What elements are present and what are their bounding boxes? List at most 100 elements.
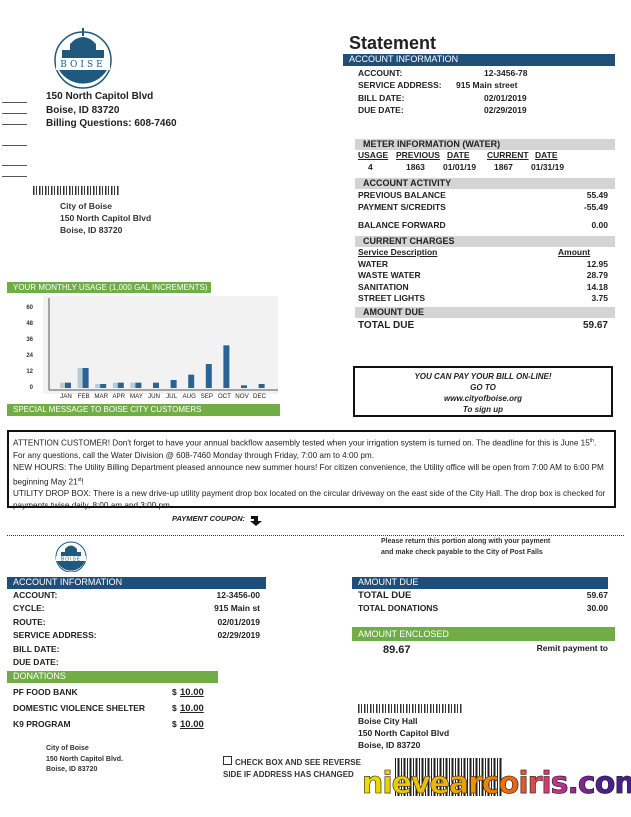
usage-bar	[153, 382, 159, 388]
donation-amount-field[interactable]: 10.00	[180, 718, 204, 730]
account-value: 915 Main street	[456, 80, 518, 91]
account-value: 02/29/2019	[484, 104, 527, 115]
payment-coupon-label: PAYMENT COUPON:	[172, 514, 246, 523]
coupon-amount-due-header: AMOUNT DUE	[352, 577, 608, 589]
activity-header: ACCOUNT ACTIVITY	[355, 178, 615, 189]
coupon-account-label: BILL DATE:	[13, 643, 60, 654]
activity-value: -55.49	[583, 202, 608, 212]
coupon-account-label: CYCLE:	[13, 603, 45, 614]
remit-address: Boise City Hall 150 North Capitol Blvd Boi…	[358, 716, 450, 750]
coupon-account-value: 02/01/2019	[217, 616, 260, 627]
usage-bar	[223, 345, 230, 388]
mailing-line: 150 North Capitol Blvd	[60, 213, 152, 223]
coupon-account-value: 915 Main st	[214, 603, 260, 614]
y-tick-label: 0	[30, 385, 34, 391]
y-tick-label: 12	[26, 369, 33, 375]
special-message-header: SPECIAL MESSAGE TO BOISE CITY CUSTOMERS	[7, 404, 280, 416]
total-due-label: TOTAL DUE	[358, 320, 415, 331]
pay-online-box: YOU CAN PAY YOUR BILL ON-LINE! GO TO www…	[353, 366, 613, 417]
charge-label: WATER	[358, 259, 389, 269]
donation-currency: $	[172, 718, 177, 729]
donation-currency: $	[172, 702, 177, 713]
usage-bar	[188, 374, 195, 388]
message-hours: NEW HOURS: The Utility Billing Departmen…	[13, 462, 604, 487]
coupon-account-header: ACCOUNT INFORMATION	[7, 577, 266, 589]
x-tick-label: AUG	[182, 393, 196, 400]
account-value: 02/01/2019	[484, 92, 527, 103]
coupon-account-label: DUE DATE:	[13, 657, 59, 667]
meter-column-header: DATE	[447, 150, 470, 160]
donation-amount-field[interactable]: 10.00	[180, 702, 204, 714]
activity-label: BALANCE FORWARD	[358, 220, 446, 230]
account-label: BILL DATE:	[358, 92, 405, 103]
address-line: Boise, ID 83720	[46, 104, 120, 116]
activity-value: 55.49	[586, 190, 608, 200]
billing-phone: Billing Questions: 608-7460	[46, 118, 177, 129]
usage-chart: 0 12 24 36 48 60 JAN FEB MAR APR MAY JUN JUL AUG SEP OC…	[26, 296, 278, 400]
usage-bar	[112, 382, 119, 388]
usage-bar	[258, 384, 265, 388]
svg-text:BOISE: BOISE	[61, 557, 81, 563]
remit-barcode	[358, 704, 462, 713]
mailing-address: City of Boise 150 North Capitol Blvd Boi…	[60, 200, 151, 236]
svg-text:BOISE: BOISE	[60, 60, 105, 70]
return-instructions: Please return this portion along with yo…	[381, 538, 551, 556]
arrow-down-icon	[250, 516, 262, 526]
account-label: ACCOUNT:	[358, 68, 403, 78]
usage-bar	[135, 382, 142, 388]
total-due-value: 59.67	[582, 320, 608, 331]
x-tick-label: JAN	[60, 393, 72, 400]
x-tick-label: OCT	[218, 393, 231, 400]
x-tick-label: APR	[112, 393, 125, 400]
activity-label: PREVIOUS BALANCE	[358, 190, 446, 200]
online-url-link[interactable]: www.cityofboise.org	[444, 394, 522, 403]
x-tick-label: MAY	[130, 393, 143, 400]
col-service-description: Service Description	[358, 247, 438, 257]
coupon-total-due-value: 59.67	[586, 590, 608, 600]
coupon-account-value: 02/29/2019	[217, 630, 260, 641]
meter-value: 01/31/19	[531, 162, 565, 172]
meter-column-header: PREVIOUS	[396, 150, 440, 160]
amount-enclosed-header: AMOUNT ENCLOSED	[352, 627, 615, 641]
address-line: 150 North Capitol Blvd	[46, 91, 154, 102]
address-change: CHECK BOX AND SEE REVERSE SIDE IF ADDRES…	[223, 756, 361, 779]
usage-bar	[82, 368, 89, 388]
usage-bar	[117, 382, 124, 388]
total-donations-value: 30.00	[586, 603, 608, 613]
donation-label: PF FOOD BANK	[13, 687, 78, 697]
meter-value: 4	[368, 162, 373, 172]
mailing-line: Boise, ID 83720	[60, 225, 123, 235]
amount-due-header: AMOUNT DUE	[355, 307, 615, 318]
charge-value: 12.95	[586, 259, 608, 269]
x-tick-label: MAR	[94, 393, 108, 400]
x-tick-label: SEP	[201, 393, 213, 400]
y-tick-label: 24	[26, 353, 33, 359]
online-line: GO TO	[470, 383, 496, 392]
col-amount: Amount	[558, 247, 591, 257]
usage-bar	[95, 384, 102, 388]
donation-amount-field[interactable]: 10.00	[180, 687, 204, 698]
usage-header: YOUR MONTHLY USAGE (1,000 GAL INCREMENTS…	[7, 282, 211, 293]
charge-label: STREET LIGHTS	[358, 293, 426, 304]
x-tick-label: FEB	[78, 393, 90, 400]
charge-value: 3.75	[591, 293, 608, 304]
coupon-account-label: SERVICE ADDRESS:	[13, 630, 97, 641]
meter-value: 1863	[406, 162, 425, 172]
coupon-account-label: ACCOUNT:	[13, 590, 58, 600]
address-change-checkbox[interactable]	[223, 756, 232, 765]
donation-label: K9 PROGRAM	[13, 718, 71, 729]
usage-bar	[241, 385, 247, 388]
online-line: YOU CAN PAY YOUR BILL ON-LINE!	[414, 372, 552, 381]
account-label: SERVICE ADDRESS:	[358, 80, 442, 91]
amount-enclosed-field[interactable]: 89.67	[383, 644, 411, 656]
message-drop-box: UTILITY DROP BOX: There is a new drive-u…	[13, 489, 606, 511]
account-value: 12-3456-78	[484, 68, 528, 78]
charge-label: WASTE WATER	[358, 270, 421, 281]
account-info-header: ACCOUNT INFORMATION	[343, 54, 615, 66]
charges-header: CURRENT CHARGES	[355, 236, 615, 247]
coupon-account-value: 12-3456-00	[216, 590, 260, 600]
donations-header: DONATIONS	[7, 671, 218, 683]
y-tick-label: 48	[26, 321, 33, 327]
watermark: nievearcoiris.com	[362, 766, 631, 802]
boise-logo-small: BOISE	[55, 541, 87, 572]
